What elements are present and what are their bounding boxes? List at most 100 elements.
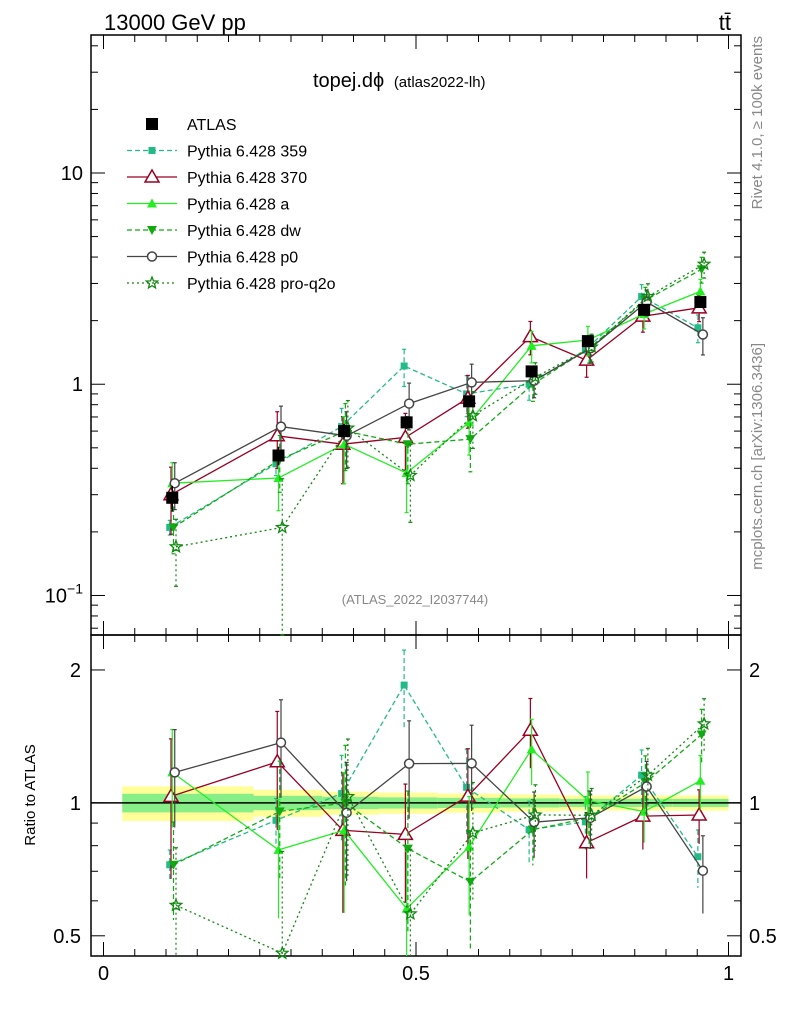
- legend-label: Pythia 6.428 370: [187, 170, 307, 187]
- legend-marker: [147, 198, 157, 208]
- series-ratio-point: [465, 877, 476, 887]
- series-point: [522, 328, 539, 343]
- ratio-tick-label-right: 2: [749, 660, 760, 682]
- series-ratio-point: [272, 816, 280, 824]
- legend-marker: [144, 275, 160, 290]
- series-ratio-point: [527, 825, 538, 835]
- series-ratio-point: [341, 807, 352, 818]
- series-ratio-point: [638, 771, 646, 779]
- series-2-ratio: [167, 718, 706, 956]
- legend-label: Pythia 6.428 pro-q2o: [187, 276, 336, 293]
- legend-label: Pythia 6.428 a: [187, 197, 289, 214]
- series-3-ratio: [168, 708, 707, 951]
- legend-label: ATLAS: [187, 117, 237, 134]
- series-line: [169, 295, 699, 528]
- series-ratio-point: [274, 807, 285, 817]
- series-ratio-point: [274, 945, 290, 960]
- series-ratio-point: [268, 753, 286, 768]
- series-point: [465, 407, 481, 422]
- legend-item: Pythia 6.428 pro-q2o: [127, 275, 336, 293]
- series-ratio-point: [464, 841, 475, 851]
- series-ratio-point: [402, 844, 413, 854]
- series-ratio-point: [525, 826, 533, 834]
- series-ratio-point: [466, 758, 477, 769]
- series-ratio-line: [175, 723, 705, 955]
- plot-title-sub: (atlas2022-lh): [394, 74, 486, 91]
- ratio-tick-label-right: 1: [749, 793, 760, 815]
- series-point: [275, 421, 287, 432]
- series-ratio-point: [169, 767, 180, 778]
- series-point: [464, 417, 475, 427]
- legend-label: Pythia 6.428 359: [187, 144, 307, 161]
- series-ratio-point: [338, 790, 346, 798]
- series-point: [466, 377, 477, 388]
- atlas-point: [166, 491, 179, 504]
- ratio-tick-label-left: 0.5: [53, 926, 81, 948]
- series-point: [402, 440, 413, 450]
- series-point: [694, 324, 702, 332]
- series-2-main: [167, 278, 706, 514]
- atlas-point: [638, 303, 651, 316]
- series-ratio-point: [528, 807, 543, 822]
- series-point: [525, 380, 533, 388]
- series-5-main: [168, 251, 712, 636]
- series-ratio-point: [463, 783, 471, 791]
- series-ratio-point: [400, 681, 408, 689]
- legend-marker: [148, 147, 156, 154]
- series-line: [174, 301, 704, 484]
- atlas-point: [694, 296, 707, 309]
- series-ratio-point: [397, 825, 414, 841]
- legend-label: Pythia 6.428 p0: [187, 250, 298, 267]
- energy-label: 13000 GeV pp: [104, 10, 246, 35]
- series-point: [403, 398, 415, 409]
- y-tick-label: 1: [72, 374, 83, 396]
- series-ratio-point: [581, 818, 589, 826]
- series-ratio-point: [403, 758, 415, 769]
- series-point: [697, 329, 709, 340]
- legend-item: ATLAS: [146, 117, 237, 134]
- series-4-ratio: [169, 699, 709, 914]
- series-ratio-point: [697, 865, 709, 876]
- series-point: [695, 286, 706, 296]
- ratio-tick-label-left: 1: [70, 793, 81, 815]
- series-ratio-point: [522, 721, 539, 736]
- series-ratio-point: [690, 806, 708, 821]
- series-ratio-point: [275, 737, 287, 748]
- series-0-ratio: [166, 649, 702, 888]
- series-ratio-point: [641, 781, 652, 792]
- series-ratio-point: [694, 853, 702, 861]
- y-tick-label: 10−1: [45, 580, 83, 607]
- rivet-label: Rivet 4.1.0, ≥ 100k events: [749, 36, 766, 209]
- legend-item: Pythia 6.428 a: [127, 197, 289, 214]
- series-0-main: [166, 283, 702, 536]
- legend-item: Pythia 6.428 p0: [127, 250, 298, 267]
- series-point: [273, 472, 284, 482]
- series-4-main: [169, 289, 709, 511]
- series-ratio-point: [578, 834, 595, 849]
- series-5-ratio: [168, 698, 712, 960]
- atlas-point: [581, 335, 594, 348]
- series-ratio-point: [696, 730, 707, 740]
- series-line: [170, 307, 700, 496]
- series-ratio-point: [695, 775, 706, 785]
- series-point: [166, 523, 174, 531]
- process-label: tt̄: [719, 10, 731, 35]
- series-ratio-point: [340, 788, 356, 803]
- series-point: [168, 538, 184, 554]
- series-line: [175, 263, 705, 548]
- series-ratio-point: [403, 906, 418, 921]
- series-ratio-point: [166, 861, 174, 869]
- x-tick-label: 0.5: [402, 963, 430, 985]
- y-tick-label: 10: [61, 163, 83, 185]
- legend: ATLAS Pythia 6.428 359 Pythia 6.428 370 Pyt…: [127, 117, 336, 293]
- legend-item: Pythia 6.428 dw: [127, 223, 301, 240]
- y-tick-label-base: 10: [45, 585, 67, 607]
- series-point: [274, 519, 290, 534]
- atlas-point: [525, 365, 538, 378]
- mcplots-label: mcplots.cern.ch [arXiv:1306.3436]: [749, 343, 766, 570]
- analysis-id: (ATLAS_2022_I2037744): [342, 592, 488, 607]
- series-point: [640, 288, 656, 303]
- atlas-point: [272, 449, 285, 462]
- series-ratio-line: [169, 683, 699, 866]
